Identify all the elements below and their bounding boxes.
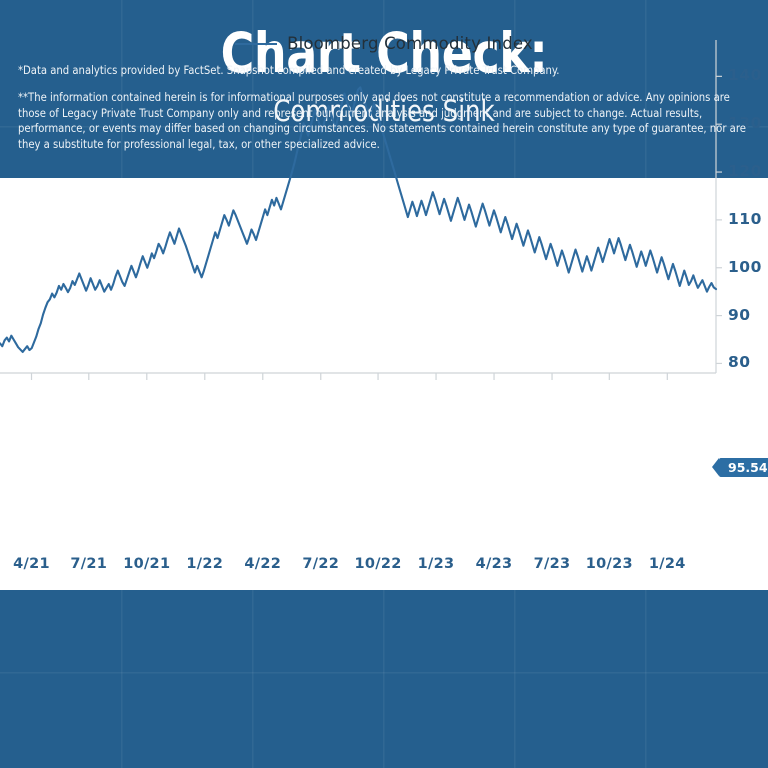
x-axis-tick-label: 4/21 xyxy=(13,556,50,572)
x-axis-tick-label: 4/22 xyxy=(244,556,282,572)
x-axis-tick-label: 4/23 xyxy=(475,556,513,572)
x-axis-ticks xyxy=(30,373,668,380)
x-axis-tick-label: 10/23 xyxy=(585,556,633,572)
x-axis-tick-label: 10/22 xyxy=(354,556,402,572)
footer-banner xyxy=(0,590,768,768)
chart-panel xyxy=(0,178,768,590)
y-axis-tick-label: 140 xyxy=(728,66,762,85)
y-axis-tick-label: 130 xyxy=(728,114,762,133)
last-value-callout: 95.54 xyxy=(712,457,768,477)
footer-grid-pattern xyxy=(0,590,768,768)
x-axis-tick-label: 1/23 xyxy=(417,556,455,572)
y-axis-labels: 80 90 100 110 120 130 140 xyxy=(728,0,768,412)
legend-line-swatch xyxy=(235,42,278,45)
footer-disclaimer-note: **The information contained herein is fo… xyxy=(18,91,746,151)
x-axis-tick-label: 1/24 xyxy=(648,556,686,572)
x-axis-tick-label: 10/21 xyxy=(123,556,171,572)
series-line-0 xyxy=(0,86,718,354)
x-axis-tick-label: 7/21 xyxy=(70,556,108,572)
page-title: Chart Check: xyxy=(220,21,548,85)
y-axis-tick-label: 110 xyxy=(728,209,762,228)
chart-axes xyxy=(0,40,717,374)
x-axis-tick-label: 1/22 xyxy=(186,556,224,572)
y-axis-tick-label: 80 xyxy=(728,353,751,372)
x-axis-tick-label: 7/23 xyxy=(533,556,571,572)
y-axis-tick-label: 100 xyxy=(728,257,762,276)
y-axis-ticks xyxy=(716,75,722,365)
chart-svg xyxy=(0,40,722,380)
x-axis-labels: 4/21 7/21 10/21 1/22 4/22 7/22 10/22 1/23 4/23 7/… xyxy=(0,556,768,586)
y-axis-tick-label: 120 xyxy=(728,162,762,181)
legend-label: Bloomberg Commodity Index xyxy=(287,34,533,53)
footer-source-note: *Data and analytics provided by FactSet.… xyxy=(18,64,560,77)
page-subtitle: Commodities Sink xyxy=(273,94,495,128)
x-axis-tick-label: 7/22 xyxy=(302,556,340,572)
chart-legend: Bloomberg Commodity Index xyxy=(0,34,768,53)
line-chart-plot xyxy=(0,40,722,380)
y-axis-tick-label: 90 xyxy=(728,305,751,324)
